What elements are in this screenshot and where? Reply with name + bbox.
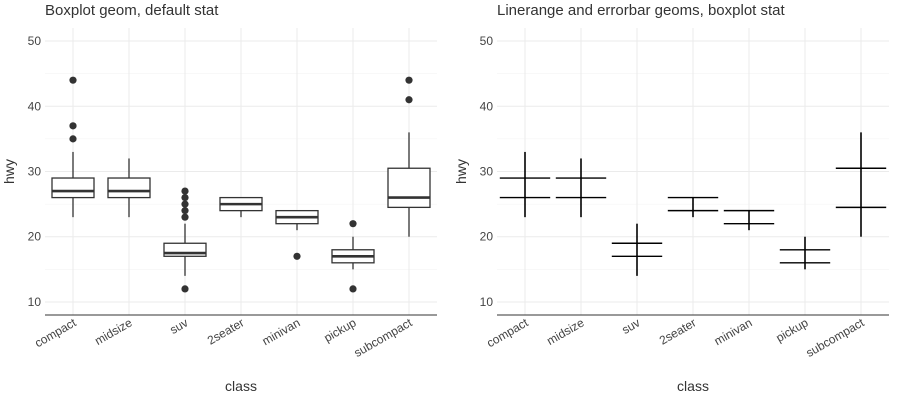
x-tick-label: minivan [712,315,755,348]
x-tick-label: 2seater [205,315,247,347]
x-tick-label: midsize [544,315,587,348]
outlier-point [293,252,301,260]
y-tick-label: 40 [28,99,42,113]
box-subcompact [387,76,431,237]
range-minivan [723,209,775,231]
box-pickup [331,220,375,293]
y-tick-label: 30 [28,165,42,179]
y-tick-label: 20 [28,230,42,244]
chart-title: Linerange and errorbar geoms, boxplot st… [497,2,786,19]
x-tick-label: compact [484,315,531,350]
box-rect [107,177,151,199]
range-midsize [555,158,607,218]
y-tick-label: 10 [480,295,494,309]
y-axis-label: hwy [1,159,17,184]
x-tick-label: compact [32,315,79,350]
outlier-point [405,96,413,104]
y-axis-label: hwy [453,159,469,184]
x-tick-label: minivan [260,315,303,348]
box-2seater [219,196,263,218]
x-axis-label: class [225,378,257,394]
y-tick-label: 40 [480,99,494,113]
box-rect [51,177,95,199]
x-tick-label: 2seater [657,315,699,347]
chart-title: Boxplot geom, default stat [45,2,219,19]
x-tick-label: subcompact [803,315,867,360]
x-tick-label: pickup [321,315,358,345]
y-tick-label: 50 [28,34,42,48]
outlier-point [181,193,189,202]
panel-1: 10 20 30 40 50 compact midsize suv 2seater miniva… [1,2,437,394]
range-suv [611,223,663,276]
y-tick-label: 20 [480,230,494,244]
outlier-point [181,213,189,221]
outlier-point [181,187,189,195]
box-rect [387,167,431,209]
range-subcompact [835,132,887,237]
box-midsize [107,158,151,218]
x-axis-label: class [677,378,709,394]
y-tick-label: 30 [480,165,494,179]
outlier-point [181,285,189,293]
outlier-point [69,76,77,84]
x-tick-label: suv [167,315,190,336]
range-pickup [779,236,831,270]
box-compact [51,76,95,218]
outlier-point [349,220,357,228]
x-tick-label: pickup [773,315,810,345]
panel-2: 10 20 30 40 50 compact midsize suv 2seater miniva… [453,2,889,394]
x-tick-label: midsize [92,315,135,348]
x-tick-label: suv [619,315,642,336]
y-tick-label: 50 [480,34,494,48]
outlier-point [181,207,189,215]
box-rect [163,242,207,257]
outlier-point [69,122,77,130]
outlier-point [181,200,189,208]
box-suv [163,187,207,293]
x-tick-label: subcompact [351,315,415,360]
outlier-point [69,135,77,143]
range-compact [499,151,551,218]
range-2seater [667,196,719,218]
box-minivan [275,209,319,260]
y-tick-label: 10 [28,295,42,309]
outlier-point [405,76,413,84]
outlier-point [349,285,357,293]
